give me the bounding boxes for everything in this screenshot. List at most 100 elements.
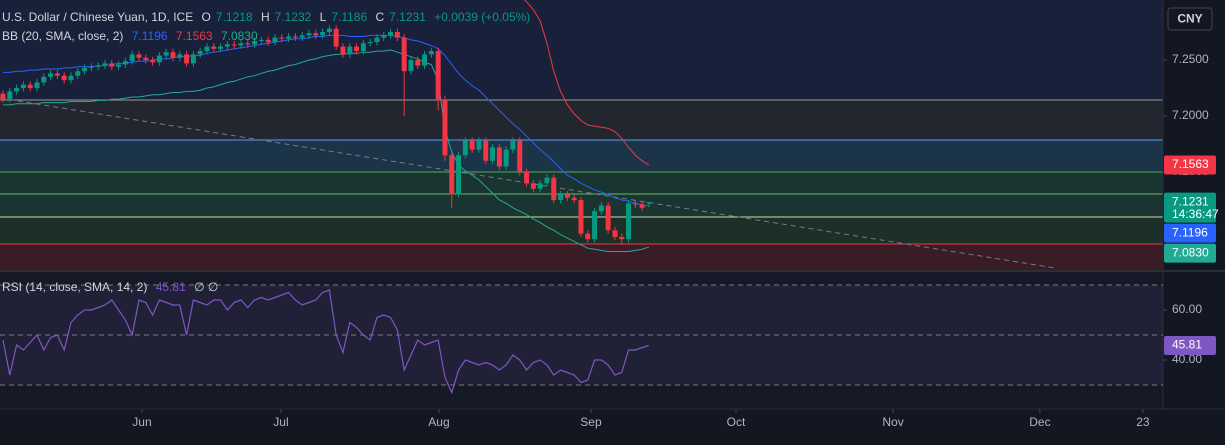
candle-body xyxy=(605,205,611,231)
candle-body xyxy=(360,43,366,52)
legend-main: U.S. Dollar / Chinese Yuan, 1D, ICE O 7.1… xyxy=(2,10,530,24)
candle-body xyxy=(265,39,271,43)
candle-body xyxy=(449,155,455,195)
candle-body xyxy=(612,230,618,237)
candle-body xyxy=(456,155,462,195)
currency[interactable]: CNY xyxy=(1177,12,1202,26)
zone xyxy=(0,140,1163,172)
candle-body xyxy=(129,54,135,62)
candle-body xyxy=(496,147,502,167)
candle-body xyxy=(48,73,54,77)
y-tick-label: 7.2000 xyxy=(1172,108,1209,122)
x-tick-label: 23 xyxy=(1136,415,1150,429)
candle-body xyxy=(197,51,203,55)
candle-body xyxy=(224,44,230,47)
candle-body xyxy=(190,54,196,64)
price-label-box xyxy=(1164,223,1216,243)
price-label: 7.1231 xyxy=(1172,194,1209,208)
zone xyxy=(0,244,1163,270)
candle-body xyxy=(592,211,598,240)
ohlc-value: 7.1232 xyxy=(275,10,312,24)
candle-body xyxy=(415,60,421,66)
candle-body xyxy=(238,43,244,46)
symbol: U.S. Dollar / Chinese Yuan, 1D, ICE xyxy=(2,10,193,24)
candle-body xyxy=(524,172,530,184)
candle-body xyxy=(537,183,543,189)
candle-body xyxy=(428,51,434,55)
candle-body xyxy=(68,75,74,81)
candle-body xyxy=(156,55,162,63)
bb-line xyxy=(2,49,650,253)
candle-body xyxy=(632,203,638,205)
candle-body xyxy=(231,44,237,46)
axes: 7.15007.20007.250040.0060.00JunJulAugSep… xyxy=(132,52,1219,429)
candle-body xyxy=(564,194,570,198)
candle-body xyxy=(551,177,557,201)
candle-body xyxy=(626,203,632,240)
y-tick-label: 7.2500 xyxy=(1172,52,1209,66)
candle-body xyxy=(381,35,387,38)
candle-body xyxy=(109,63,115,67)
candle-body xyxy=(299,35,305,38)
candle-body xyxy=(313,33,319,36)
candle-body xyxy=(184,54,190,64)
candle-body xyxy=(170,52,176,58)
candle-body xyxy=(646,202,652,204)
price-pane xyxy=(0,0,652,253)
candle-body xyxy=(292,36,298,38)
candle-body xyxy=(143,57,149,61)
x-tick-label: Jul xyxy=(273,415,288,429)
candle-body xyxy=(136,54,142,58)
candle-body xyxy=(354,46,360,52)
ohlc-letter: O xyxy=(202,10,211,24)
candle-body xyxy=(435,51,441,100)
x-tick-label: Nov xyxy=(882,415,903,429)
candle-body xyxy=(462,140,468,156)
time-axis xyxy=(0,409,1225,445)
ohlc-value: 7.1231 xyxy=(389,10,426,24)
candle-body xyxy=(61,75,67,81)
candle-body xyxy=(258,39,264,41)
candle-body xyxy=(422,54,428,66)
rsi-plot xyxy=(0,284,1163,395)
candle-body xyxy=(333,28,339,47)
candle-body xyxy=(82,67,88,72)
x-tick-label: Jun xyxy=(132,415,151,429)
bb-line xyxy=(524,0,650,166)
x-tick-label: Aug xyxy=(428,415,449,429)
candle-body xyxy=(401,37,407,72)
candle-body xyxy=(54,73,60,76)
countdown: 14:36:47 xyxy=(1172,207,1219,221)
candle-body xyxy=(245,43,251,45)
candle-body xyxy=(218,46,224,49)
candle-body xyxy=(374,37,380,43)
candle-body xyxy=(483,140,489,161)
candle-body xyxy=(442,99,448,156)
rsi-label: 45.81 xyxy=(1172,338,1202,352)
candle-body xyxy=(7,91,13,100)
currency-box[interactable] xyxy=(1167,7,1213,31)
ohlc-letter: H xyxy=(261,10,270,24)
candle-body xyxy=(578,200,584,234)
candle-body xyxy=(163,52,169,56)
zone xyxy=(0,100,1163,140)
bb-lower: 7.0830 xyxy=(221,29,258,43)
price-label-box xyxy=(1164,155,1216,175)
price-label: 7.1196 xyxy=(1172,225,1208,239)
rsi-line xyxy=(2,289,650,395)
ohlc-letter: L xyxy=(320,10,327,24)
ohlc-value: 7.1186 xyxy=(331,10,367,24)
bb-upper: 7.1563 xyxy=(176,29,213,43)
candle-body xyxy=(204,46,210,52)
candle-body xyxy=(150,60,156,63)
candle-body xyxy=(530,183,536,189)
candle-body xyxy=(34,82,40,89)
legend-rsi: RSI (14, close, SMA, 14, 2) 45.81 ∅ ∅ xyxy=(2,280,218,294)
x-tick-label: Dec xyxy=(1029,415,1050,429)
bb-basis: 7.1196 xyxy=(132,29,168,43)
candle-body xyxy=(14,88,20,92)
candle-body xyxy=(388,32,394,36)
rsi-value: 45.81 xyxy=(156,280,186,294)
legend-bb: BB (20, SMA, close, 2) 7.1196 7.1563 7.0… xyxy=(2,29,258,43)
